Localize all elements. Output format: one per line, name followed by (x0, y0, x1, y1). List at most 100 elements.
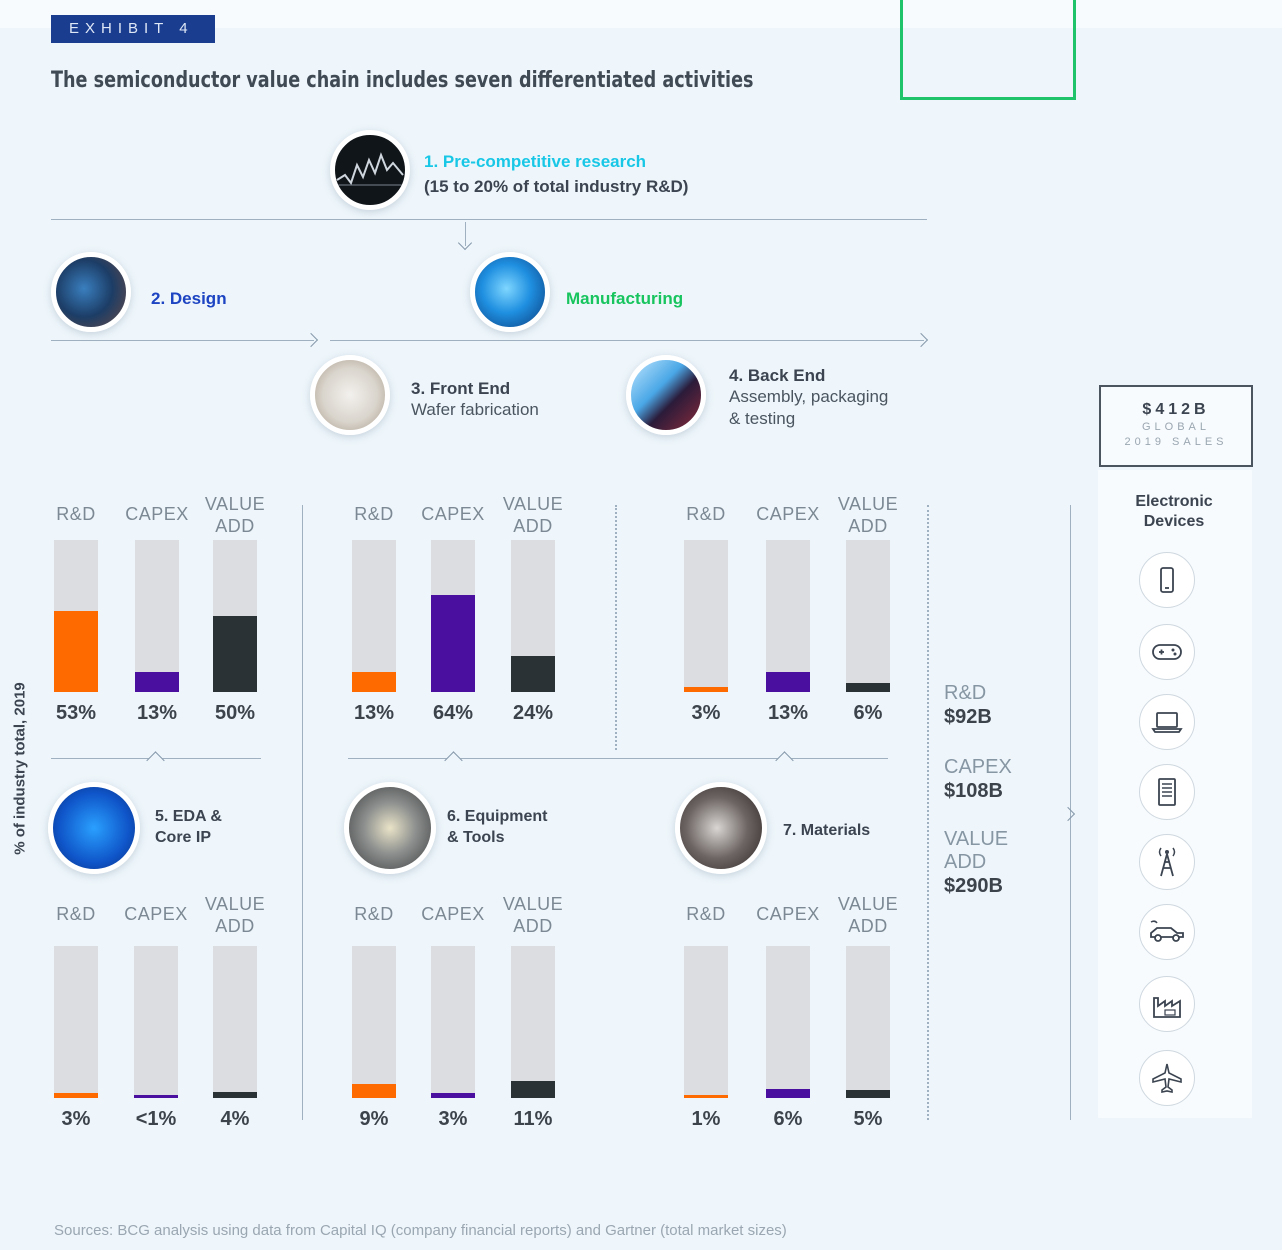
y-axis-label: % of industry total, 2019 (11, 682, 29, 855)
bar-value-label: 13% (767, 702, 809, 724)
column-label-rd: R&D (354, 904, 394, 924)
bar-capex (134, 1095, 178, 1098)
source-note: Sources: BCG analysis using data from Ca… (54, 1222, 787, 1239)
airplane-icon (1139, 1050, 1195, 1106)
stage6-name2: & Tools (447, 829, 505, 846)
column-label-capex: CAPEX (124, 904, 188, 924)
bar-capex (431, 595, 475, 692)
page-title: The semiconductor value chain includes s… (51, 68, 754, 93)
laptop-icon (1139, 694, 1195, 750)
green-frame (900, 0, 1076, 100)
stage4-sub1: Assembly, packaging (729, 387, 889, 406)
bar-rd (54, 611, 98, 692)
design-image (51, 252, 131, 332)
total-capex-value: $108B (944, 780, 1003, 802)
bar-background (846, 540, 890, 692)
column-label-add: ADD (848, 516, 888, 536)
column-label-capex: CAPEX (421, 504, 485, 524)
bar-value-label: 53% (55, 702, 97, 724)
bar-value-add (213, 616, 257, 692)
bar-value-label: 6% (853, 702, 883, 724)
bar-value-label: 64% (432, 702, 474, 724)
bar-background (431, 946, 475, 1098)
column-label-add: ADD (513, 516, 553, 536)
bar-value-label: 6% (773, 1108, 803, 1130)
gamepad-icon (1139, 624, 1195, 680)
bar-value-label: 11% (513, 1108, 553, 1130)
stage3-name: 3. Front End (411, 379, 511, 398)
column-label-rd: R&D (354, 504, 394, 524)
bar-rd (54, 1093, 98, 1098)
factory-icon (1139, 976, 1195, 1032)
mid-divider-right (348, 758, 888, 759)
bar-value-add (511, 1081, 555, 1098)
bar-background (684, 540, 728, 692)
bar-value-label: 9% (359, 1108, 389, 1130)
sales-line1: GLOBAL (1141, 421, 1211, 433)
column-label-add: ADD (513, 916, 553, 936)
stage1-name: 1. Pre-competitive research (424, 152, 647, 171)
to-devices-arrow-icon (1060, 806, 1076, 822)
bar-value-label: 4% (220, 1108, 250, 1130)
eda-image (48, 782, 140, 874)
panel-separator-1 (302, 505, 303, 1120)
bar-background (54, 946, 98, 1098)
bar-background (213, 946, 257, 1098)
bar-value-add (846, 1090, 890, 1098)
equipment-image (344, 782, 436, 874)
column-label-value-add: VALUE ADD (195, 493, 275, 537)
column-label-capex: CAPEX (756, 504, 820, 524)
bar-background (352, 540, 396, 692)
stage3-sub: Wafer fabrication (411, 400, 539, 419)
bar-background (134, 946, 178, 1098)
column-label-value: VALUE (204, 494, 266, 514)
stage5-name2: Core IP (155, 829, 212, 846)
stage5-name1: 5. EDA & (155, 808, 222, 825)
bar-value-label: <1% (135, 1108, 177, 1130)
panel-separator-3 (927, 505, 929, 1120)
column-label-capex: CAPEX (756, 904, 820, 924)
column-label-value: VALUE (502, 494, 564, 514)
column-label-value: VALUE (502, 894, 564, 914)
manufacturing-arrow-icon (913, 332, 929, 348)
caret-right-icon (775, 751, 794, 770)
bar-value-label: 3% (61, 1108, 91, 1130)
column-label-add: ADD (215, 516, 255, 536)
column-label-value-add: VALUE ADD (493, 493, 573, 537)
top-divider (51, 219, 927, 220)
bar-value-add (511, 656, 555, 692)
column-label-rd: R&D (686, 504, 726, 524)
column-label-value: VALUE (204, 894, 266, 914)
bar-background (213, 540, 257, 692)
column-label-add: ADD (848, 916, 888, 936)
column-label-value: VALUE (837, 894, 899, 914)
stage2-name: 2. Design (151, 289, 227, 308)
bar-background (846, 946, 890, 1098)
total-rd-value: $92B (944, 706, 992, 728)
devices-title2: Devices (1143, 513, 1205, 530)
manufacturing-image (470, 252, 550, 332)
total-va-value: $290B (944, 875, 1003, 897)
bar-background (352, 946, 396, 1098)
column-label-capex: CAPEX (125, 504, 189, 524)
bar-value-add (846, 683, 890, 692)
column-label-value-add: VALUE ADD (828, 493, 908, 537)
electric-car-icon (1139, 904, 1195, 960)
bar-value-label: 5% (853, 1108, 883, 1130)
stage7-name: 7. Materials (783, 822, 871, 839)
bar-value-label: 1% (691, 1108, 721, 1130)
bar-value-label: 13% (136, 702, 178, 724)
bar-value-label: 3% (691, 702, 721, 724)
manufacturing-label: Manufacturing (566, 289, 684, 308)
front-end-image (310, 355, 390, 435)
antenna-tower-icon (1139, 834, 1195, 890)
bar-value-add (213, 1092, 257, 1098)
back-end-image (626, 355, 706, 435)
total-va-label1: VALUE (944, 828, 1009, 850)
bar-background (511, 540, 555, 692)
stage4-name: 4. Back End (729, 366, 826, 385)
down-arrow-line (465, 222, 466, 246)
column-label-value: VALUE (837, 494, 899, 514)
bar-background (511, 946, 555, 1098)
stage6-name1: 6. Equipment (447, 808, 548, 825)
